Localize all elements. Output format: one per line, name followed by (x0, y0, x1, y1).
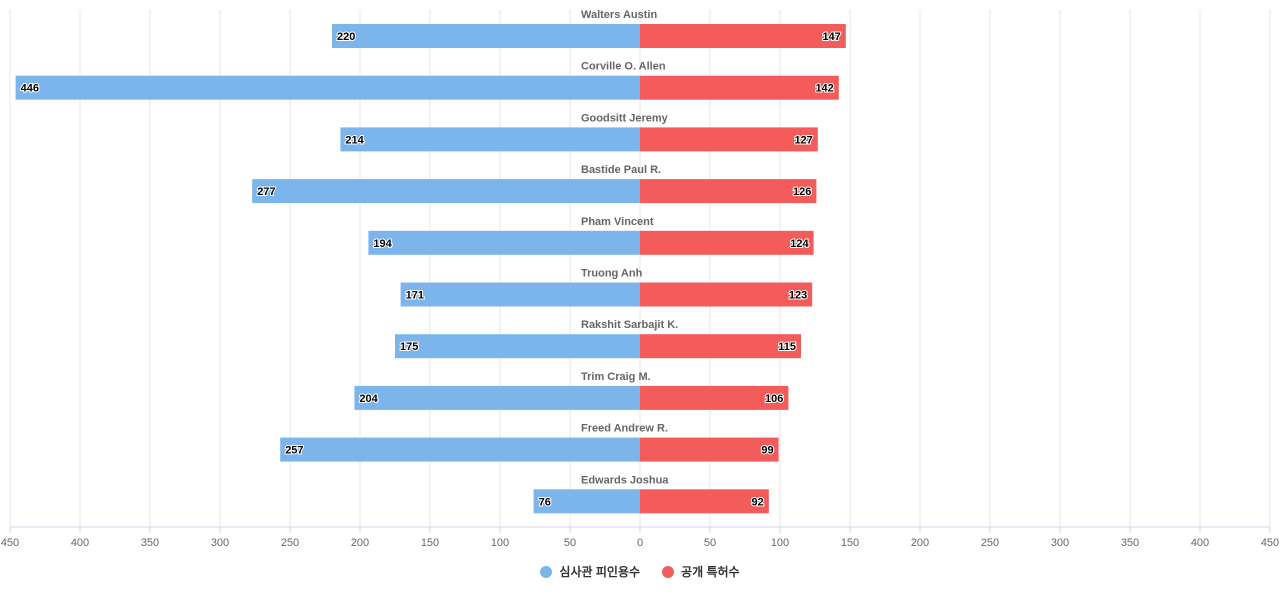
data-label-left: 446 (21, 83, 39, 95)
bar-right[interactable] (640, 385, 789, 410)
x-tick-label: 400 (1191, 537, 1209, 549)
bar-left[interactable] (368, 230, 640, 255)
x-tick-label: 200 (911, 537, 929, 549)
data-label-left: 257 (285, 445, 303, 457)
category-label: Trim Craig M. (581, 371, 651, 383)
data-label-right: 99 (761, 445, 773, 457)
bar-right[interactable] (640, 437, 779, 462)
x-tick-label: 400 (71, 537, 89, 549)
x-tick-label: 0 (637, 537, 643, 549)
x-tick-label: 450 (1261, 537, 1279, 549)
bar-left[interactable] (280, 437, 640, 462)
data-label-right: 106 (765, 393, 783, 405)
data-label-right: 147 (822, 31, 840, 43)
x-axis: 450 400 350 300 250 200 150 100 50 0 50 100 150 200 25… (1, 526, 1279, 549)
bar-right[interactable] (640, 282, 813, 307)
data-label-right: 142 (815, 83, 833, 95)
bar-left[interactable] (400, 282, 640, 307)
x-tick-label: 150 (841, 537, 859, 549)
x-tick-label: 300 (211, 537, 229, 549)
bar-left[interactable] (533, 489, 640, 514)
data-label-left: 214 (345, 134, 364, 146)
bar-right[interactable] (640, 24, 846, 48)
x-tick-label: 350 (141, 537, 159, 549)
data-label-left: 277 (257, 186, 275, 198)
data-label-right: 123 (789, 290, 807, 302)
x-tick-label: 50 (564, 537, 576, 549)
data-label-left: 171 (406, 290, 424, 302)
x-tick-label: 300 (1051, 537, 1069, 549)
data-label-right: 115 (778, 341, 796, 353)
category-label: Truong Anh (581, 268, 643, 280)
bars (15, 24, 846, 514)
category-label: Freed Andrew R. (581, 423, 668, 435)
legend: 심사관 피인용수 공개 특허수 (0, 563, 1280, 580)
x-tick-label: 250 (281, 537, 299, 549)
data-label-right: 127 (794, 134, 812, 146)
x-tick-label: 450 (1, 537, 19, 549)
bar-right[interactable] (640, 230, 814, 255)
bar-right[interactable] (640, 489, 769, 514)
bar-left[interactable] (332, 24, 640, 48)
x-tick-label: 200 (351, 537, 369, 549)
legend-marker-series-1 (662, 565, 675, 578)
legend-item-series-0[interactable]: 심사관 피인용수 (540, 563, 640, 580)
x-tick-label: 100 (771, 537, 789, 549)
bar-left[interactable] (395, 334, 640, 359)
x-tick-label: 50 (704, 537, 716, 549)
bar-right[interactable] (640, 75, 839, 100)
x-tick-label: 150 (421, 537, 439, 549)
bar-left[interactable] (340, 127, 640, 152)
bar-left[interactable] (252, 179, 640, 204)
legend-marker-series-0 (540, 565, 553, 578)
data-label-left: 204 (359, 393, 378, 405)
data-label-left: 76 (539, 496, 551, 508)
data-label-left: 220 (337, 31, 355, 43)
category-label: Rakshit Sarbajit K. (581, 319, 678, 331)
data-label-right: 124 (790, 238, 809, 250)
legend-item-series-1[interactable]: 공개 특허수 (662, 563, 740, 580)
category-label: Bastide Paul R. (581, 164, 661, 176)
x-tick-label: 100 (491, 537, 509, 549)
data-label-right: 126 (793, 186, 811, 198)
data-label-left: 194 (373, 238, 392, 250)
bar-left[interactable] (354, 385, 640, 410)
category-label: Corville O. Allen (581, 61, 666, 73)
x-tick-label: 250 (981, 537, 999, 549)
bar-right[interactable] (640, 127, 818, 152)
category-label: Walters Austin (581, 9, 657, 21)
labels: Walters Austin 220 147 Corville O. Allen 446… (20, 9, 842, 509)
category-label: Pham Vincent (581, 216, 654, 228)
bar-left[interactable] (15, 75, 641, 100)
x-tick-label: 350 (1121, 537, 1139, 549)
bar-right[interactable] (640, 334, 801, 359)
bar-right[interactable] (640, 179, 817, 204)
legend-label-series-1: 공개 특허수 (681, 565, 740, 579)
category-label: Goodsitt Jeremy (581, 112, 669, 124)
butterfly-bar-chart: Walters Austin 220 147 Corville O. Allen 446… (1, 9, 1279, 549)
category-label: Edwards Joshua (581, 474, 669, 486)
data-label-left: 175 (400, 341, 418, 353)
legend-label-series-0: 심사관 피인용수 (559, 565, 641, 579)
data-label-right: 92 (752, 496, 764, 508)
